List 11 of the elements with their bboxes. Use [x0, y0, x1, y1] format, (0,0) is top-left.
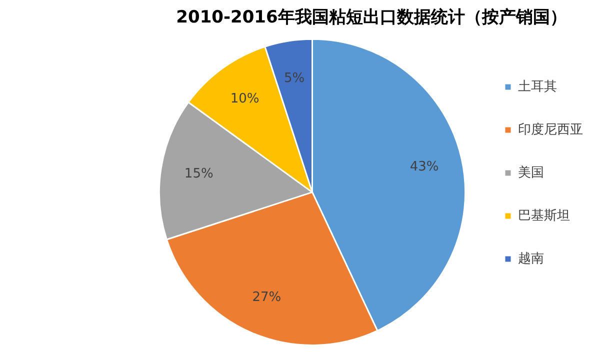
data-label: 43%	[410, 160, 439, 175]
data-label: 27%	[252, 290, 282, 305]
data-label: 5%	[284, 71, 305, 86]
chart-title: 2010-2016年我国粘短出口数据统计（按产销国）	[176, 8, 567, 28]
data-label: 15%	[184, 166, 214, 182]
data-label: 10%	[230, 92, 260, 107]
legend-label: 越南	[518, 251, 544, 266]
legend-label: 美国	[518, 164, 544, 180]
legend-label: 土耳其	[518, 79, 557, 94]
legend-label: 巴基斯坦	[518, 208, 570, 224]
legend-label: 印度尼西亚	[518, 121, 583, 138]
